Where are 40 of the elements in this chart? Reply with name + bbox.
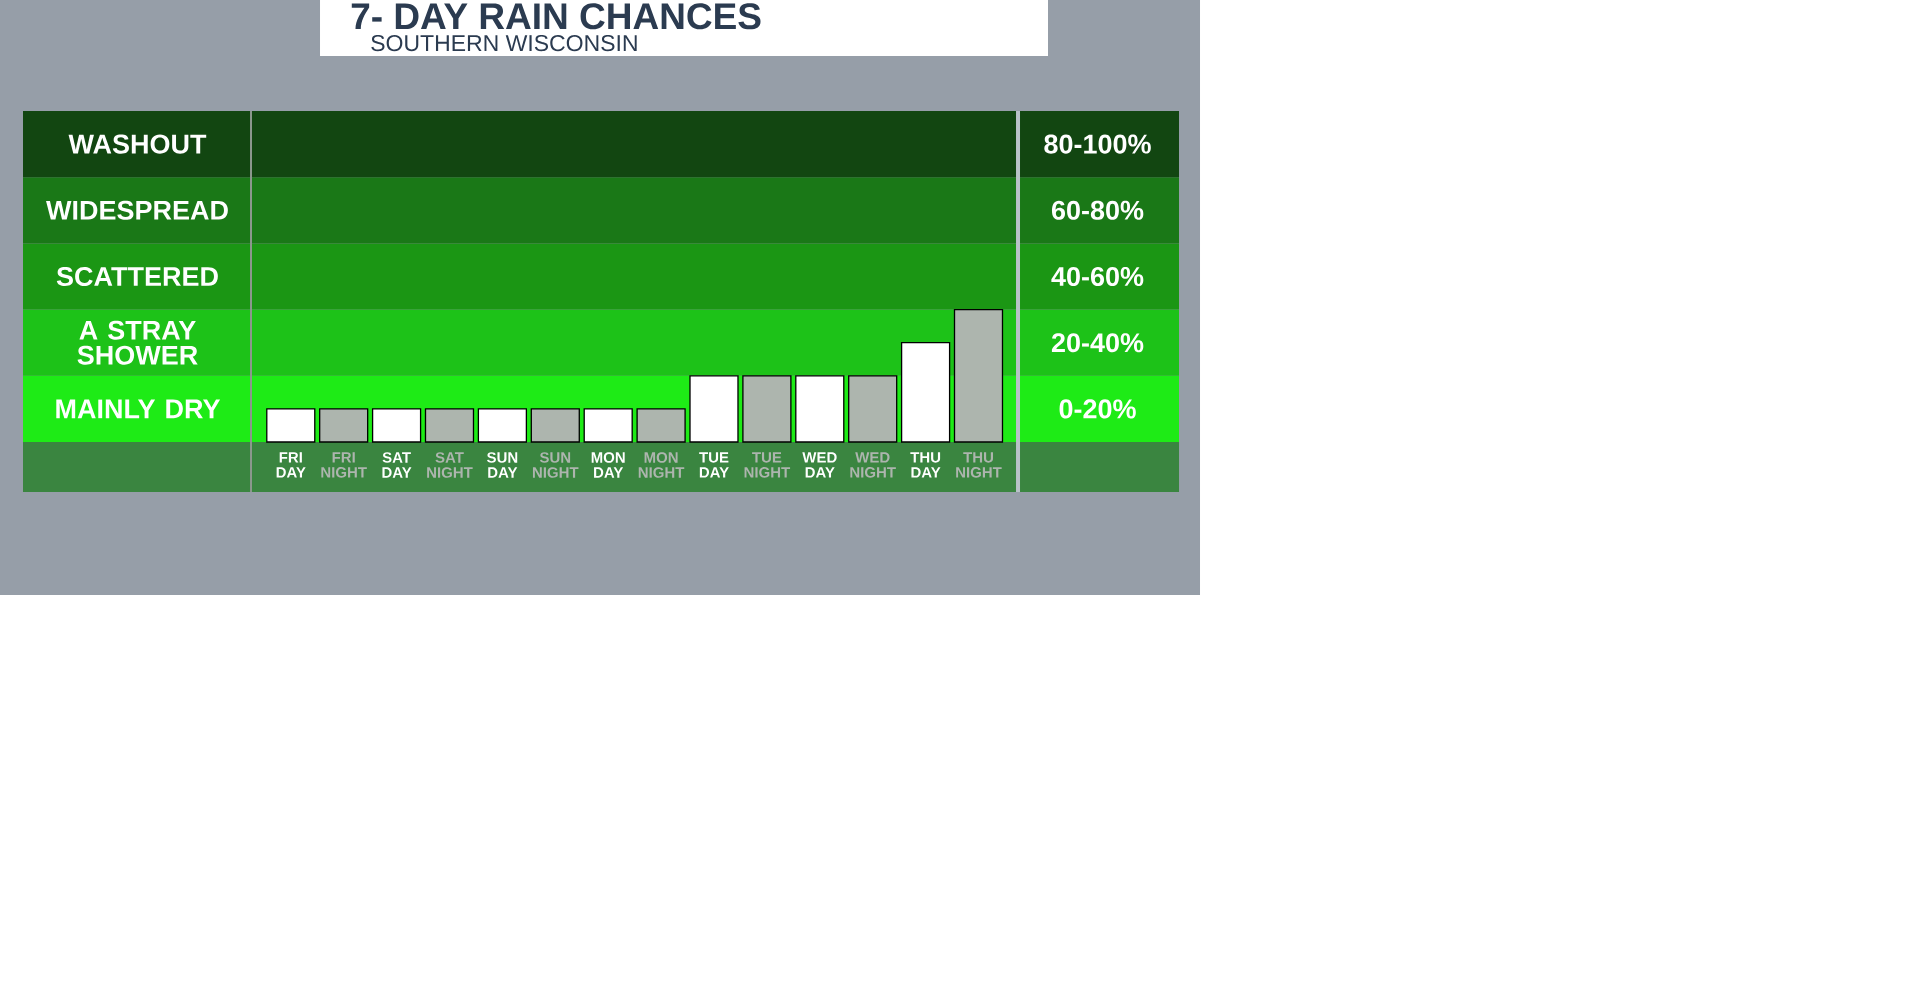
x-tick-label: WED NIGHT — [850, 452, 896, 478]
x-tick-label: MON NIGHT — [638, 452, 685, 478]
text: 0-20% — [1059, 399, 1136, 419]
x-tick-label: MON DAY — [591, 452, 625, 478]
chart-title: 7- DAY RAIN CHANCES — [351, 3, 761, 30]
bar — [477, 408, 528, 443]
x-tick-label: THU DAY — [910, 452, 941, 478]
x-tick-label: SAT NIGHT — [427, 452, 473, 478]
bar — [742, 375, 792, 443]
bar — [848, 375, 898, 443]
x-tick-label: WED DAY — [802, 452, 837, 478]
band-label: WASHOUT — [68, 134, 207, 154]
x-tick-label: TUE NIGHT — [744, 452, 791, 478]
bar — [371, 408, 422, 443]
bar — [900, 342, 951, 443]
x-tick-label: TUE DAY — [699, 452, 729, 478]
bar — [583, 408, 633, 443]
x-tick-label: SAT DAY — [382, 452, 412, 478]
bar — [795, 375, 845, 443]
x-tick-label: FRI NIGHT — [321, 452, 367, 478]
bar — [319, 408, 369, 443]
x-tick-label: SUN NIGHT — [532, 452, 579, 478]
x-tick-label: THU NIGHT — [956, 452, 1002, 478]
band-label: WIDESPREAD — [46, 200, 228, 220]
x-tick-label: FRI DAY — [276, 452, 306, 478]
bar — [530, 408, 580, 443]
text: 60-80% — [1051, 200, 1144, 220]
band-label: A STRAY SHOWER — [77, 320, 198, 365]
text: 20-40% — [1051, 333, 1144, 353]
text: 80-100% — [1044, 134, 1151, 154]
band-label: MAINLY DRY — [56, 399, 221, 419]
bar — [689, 375, 739, 443]
x-tick-label: SUN DAY — [486, 452, 518, 478]
bar — [424, 408, 475, 443]
chart-subtitle: SOUTHERN WISCONSIN — [371, 34, 637, 52]
bar — [636, 408, 686, 443]
bar — [953, 308, 1004, 443]
bar — [266, 408, 316, 443]
text: 40-60% — [1051, 266, 1144, 287]
band-label: SCATTERED — [56, 266, 218, 287]
